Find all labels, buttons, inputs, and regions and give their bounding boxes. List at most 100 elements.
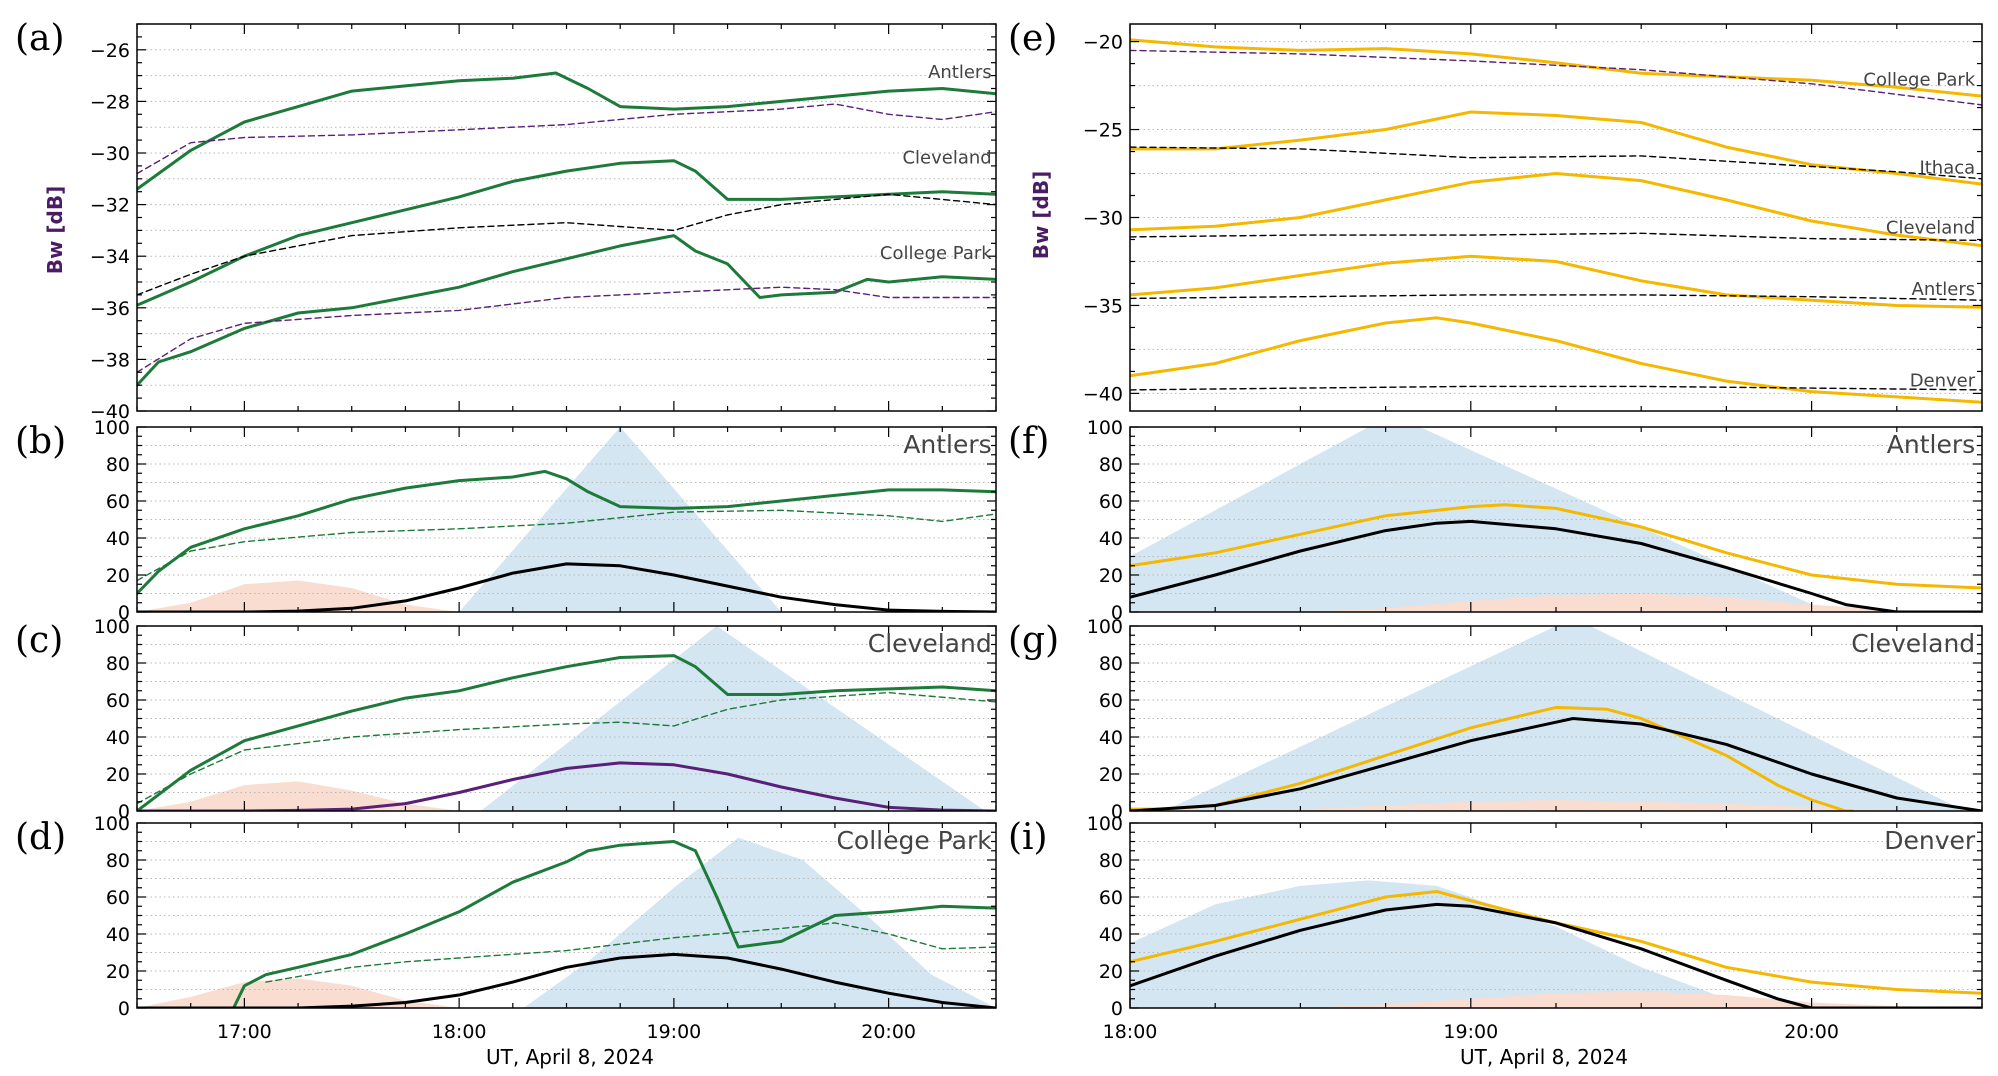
y-tick-label-b-5: 100	[94, 417, 130, 439]
panel-letter-c: (c)	[15, 620, 63, 661]
series-line-e-8	[1130, 316, 1982, 404]
series-line-e-2	[1130, 110, 1982, 186]
y-tick-label-f-5: 100	[1087, 417, 1123, 439]
y-tick-label-g-1: 20	[1099, 764, 1123, 786]
area-fill-c-1	[137, 781, 996, 811]
series-line-e-1	[1130, 49, 1982, 106]
panel-c: 0 20 40 60 80 100 Cleveland (c)	[15, 616, 997, 823]
station-label-e-3: Antlers	[1912, 279, 1976, 300]
x-tick-label-d-1: 18:00	[432, 1021, 487, 1043]
series-line-e-3	[1130, 146, 1982, 180]
panel-plot-d	[137, 837, 996, 1008]
y-tick-label-a-5: −36	[90, 298, 130, 320]
panel-g: 0 20 40 60 80 100 Cleveland (g)	[1008, 616, 1983, 823]
panel-letter-g: (g)	[1008, 620, 1059, 661]
area-fill-b-0	[137, 427, 996, 612]
panel-plot-i	[1130, 841, 1982, 1008]
panel-letter-f: (f)	[1008, 421, 1049, 462]
series-line-a-4	[137, 234, 996, 387]
y-tick-label-a-6: −38	[90, 349, 130, 371]
series-line-e-0	[1130, 38, 1982, 98]
area-fill-f-0	[1130, 427, 1982, 612]
y-tick-label-d-0: 0	[118, 998, 130, 1020]
y-tick-label-a-0: −26	[90, 40, 130, 62]
area-fill-i-0	[1130, 880, 1982, 1008]
y-tick-label-i-3: 60	[1099, 887, 1123, 909]
series-line-g-1	[1130, 717, 1982, 811]
y-tick-label-c-3: 60	[106, 690, 130, 712]
y-tick-label-g-5: 100	[1087, 616, 1123, 638]
y-tick-label-b-1: 20	[106, 565, 130, 587]
axes-layer: −26 −28 −30 −32 −34 −36 −38 −40 Antlers Cleveland…	[15, 18, 1983, 1043]
panel-e: −20 −25 −30 −35 −40 College Park Ithaca Clevela…	[1008, 18, 1983, 412]
y-tick-label-g-4: 80	[1099, 653, 1123, 675]
panel-letter-b: (b)	[15, 421, 66, 462]
series-line-a-3	[137, 193, 996, 296]
panel-f: 0 20 40 60 80 100 Antlers (f)	[1008, 417, 1983, 624]
station-label-f-0: Antlers	[1887, 430, 1975, 459]
panel-plot-f	[1130, 427, 1982, 612]
station-label-e-2: Cleveland	[1886, 217, 1975, 238]
y-tick-label-d-5: 100	[94, 813, 130, 835]
series-line-a-2	[137, 159, 996, 307]
series-line-d-2	[137, 952, 996, 1008]
y-axis-label-left: Bw [dB]	[43, 186, 67, 275]
station-label-a-0: Antlers	[928, 62, 992, 83]
panel-plot-b	[137, 427, 996, 612]
x-tick-label-i-0: 18:00	[1103, 1021, 1158, 1043]
station-label-a-2: College Park	[880, 243, 992, 264]
station-label-d-0: College Park	[836, 826, 992, 855]
y-tick-label-c-5: 100	[94, 616, 130, 638]
series-line-i-0	[1130, 890, 1982, 995]
y-tick-label-i-5: 100	[1087, 813, 1123, 835]
y-tick-label-d-2: 40	[106, 924, 130, 946]
station-label-g-0: Cleveland	[1851, 629, 1975, 658]
y-tick-label-b-4: 80	[106, 454, 130, 476]
y-tick-label-i-1: 20	[1099, 961, 1123, 983]
x-axis-label-right: UT, April 8, 2024	[1460, 1045, 1628, 1069]
area-fill-b-1	[137, 580, 996, 612]
station-label-e-0: College Park	[1863, 70, 1975, 91]
panel-letter-i: (i)	[1008, 817, 1048, 858]
y-tick-label-b-3: 60	[106, 491, 130, 513]
series-line-e-5	[1130, 232, 1982, 242]
series-line-b-0	[137, 469, 996, 595]
y-tick-label-i-4: 80	[1099, 850, 1123, 872]
y-tick-label-f-4: 80	[1099, 454, 1123, 476]
station-label-e-4: Denver	[1910, 370, 1976, 391]
panel-plot-e	[1130, 38, 1982, 404]
y-tick-label-a-2: −30	[90, 143, 130, 165]
panel-b: 0 20 40 60 80 100 Antlers (b)	[15, 417, 997, 624]
station-label-b-0: Antlers	[903, 430, 991, 459]
y-tick-label-e-0: −20	[1083, 32, 1123, 54]
y-axis-label-right: Bw [dB]	[1029, 171, 1053, 260]
x-tick-label-i-1: 19:00	[1443, 1021, 1498, 1043]
station-label-i-0: Denver	[1884, 826, 1976, 855]
panel-letter-d: (d)	[15, 817, 66, 858]
y-tick-label-e-2: −30	[1083, 208, 1123, 230]
y-tick-label-i-2: 40	[1099, 924, 1123, 946]
series-line-d-1	[265, 922, 996, 983]
y-tick-label-d-4: 80	[106, 850, 130, 872]
y-tick-label-d-3: 60	[106, 887, 130, 909]
y-tick-label-g-2: 40	[1099, 727, 1123, 749]
y-tick-label-c-4: 80	[106, 653, 130, 675]
series-line-d-0	[232, 840, 996, 1008]
y-tick-label-c-1: 20	[106, 764, 130, 786]
series-line-e-9	[1130, 385, 1982, 391]
y-tick-label-a-4: −34	[90, 246, 130, 268]
panel-plot-a	[137, 49, 996, 387]
panel-plot-c	[137, 626, 996, 811]
y-tick-label-f-2: 40	[1099, 528, 1123, 550]
y-tick-label-e-4: −40	[1083, 383, 1123, 405]
y-tick-label-e-1: −25	[1083, 120, 1123, 142]
area-fill-f-1	[1130, 593, 1982, 612]
y-tick-label-f-0: 0	[1111, 602, 1123, 624]
y-tick-label-g-0: 0	[1111, 801, 1123, 823]
panel-frame-a	[136, 23, 997, 412]
series-line-a-1	[137, 103, 996, 175]
area-fill-d-1	[137, 978, 996, 1008]
series-line-f-0	[1130, 503, 1982, 590]
y-tick-label-c-0: 0	[118, 801, 130, 823]
y-tick-label-b-0: 0	[118, 602, 130, 624]
